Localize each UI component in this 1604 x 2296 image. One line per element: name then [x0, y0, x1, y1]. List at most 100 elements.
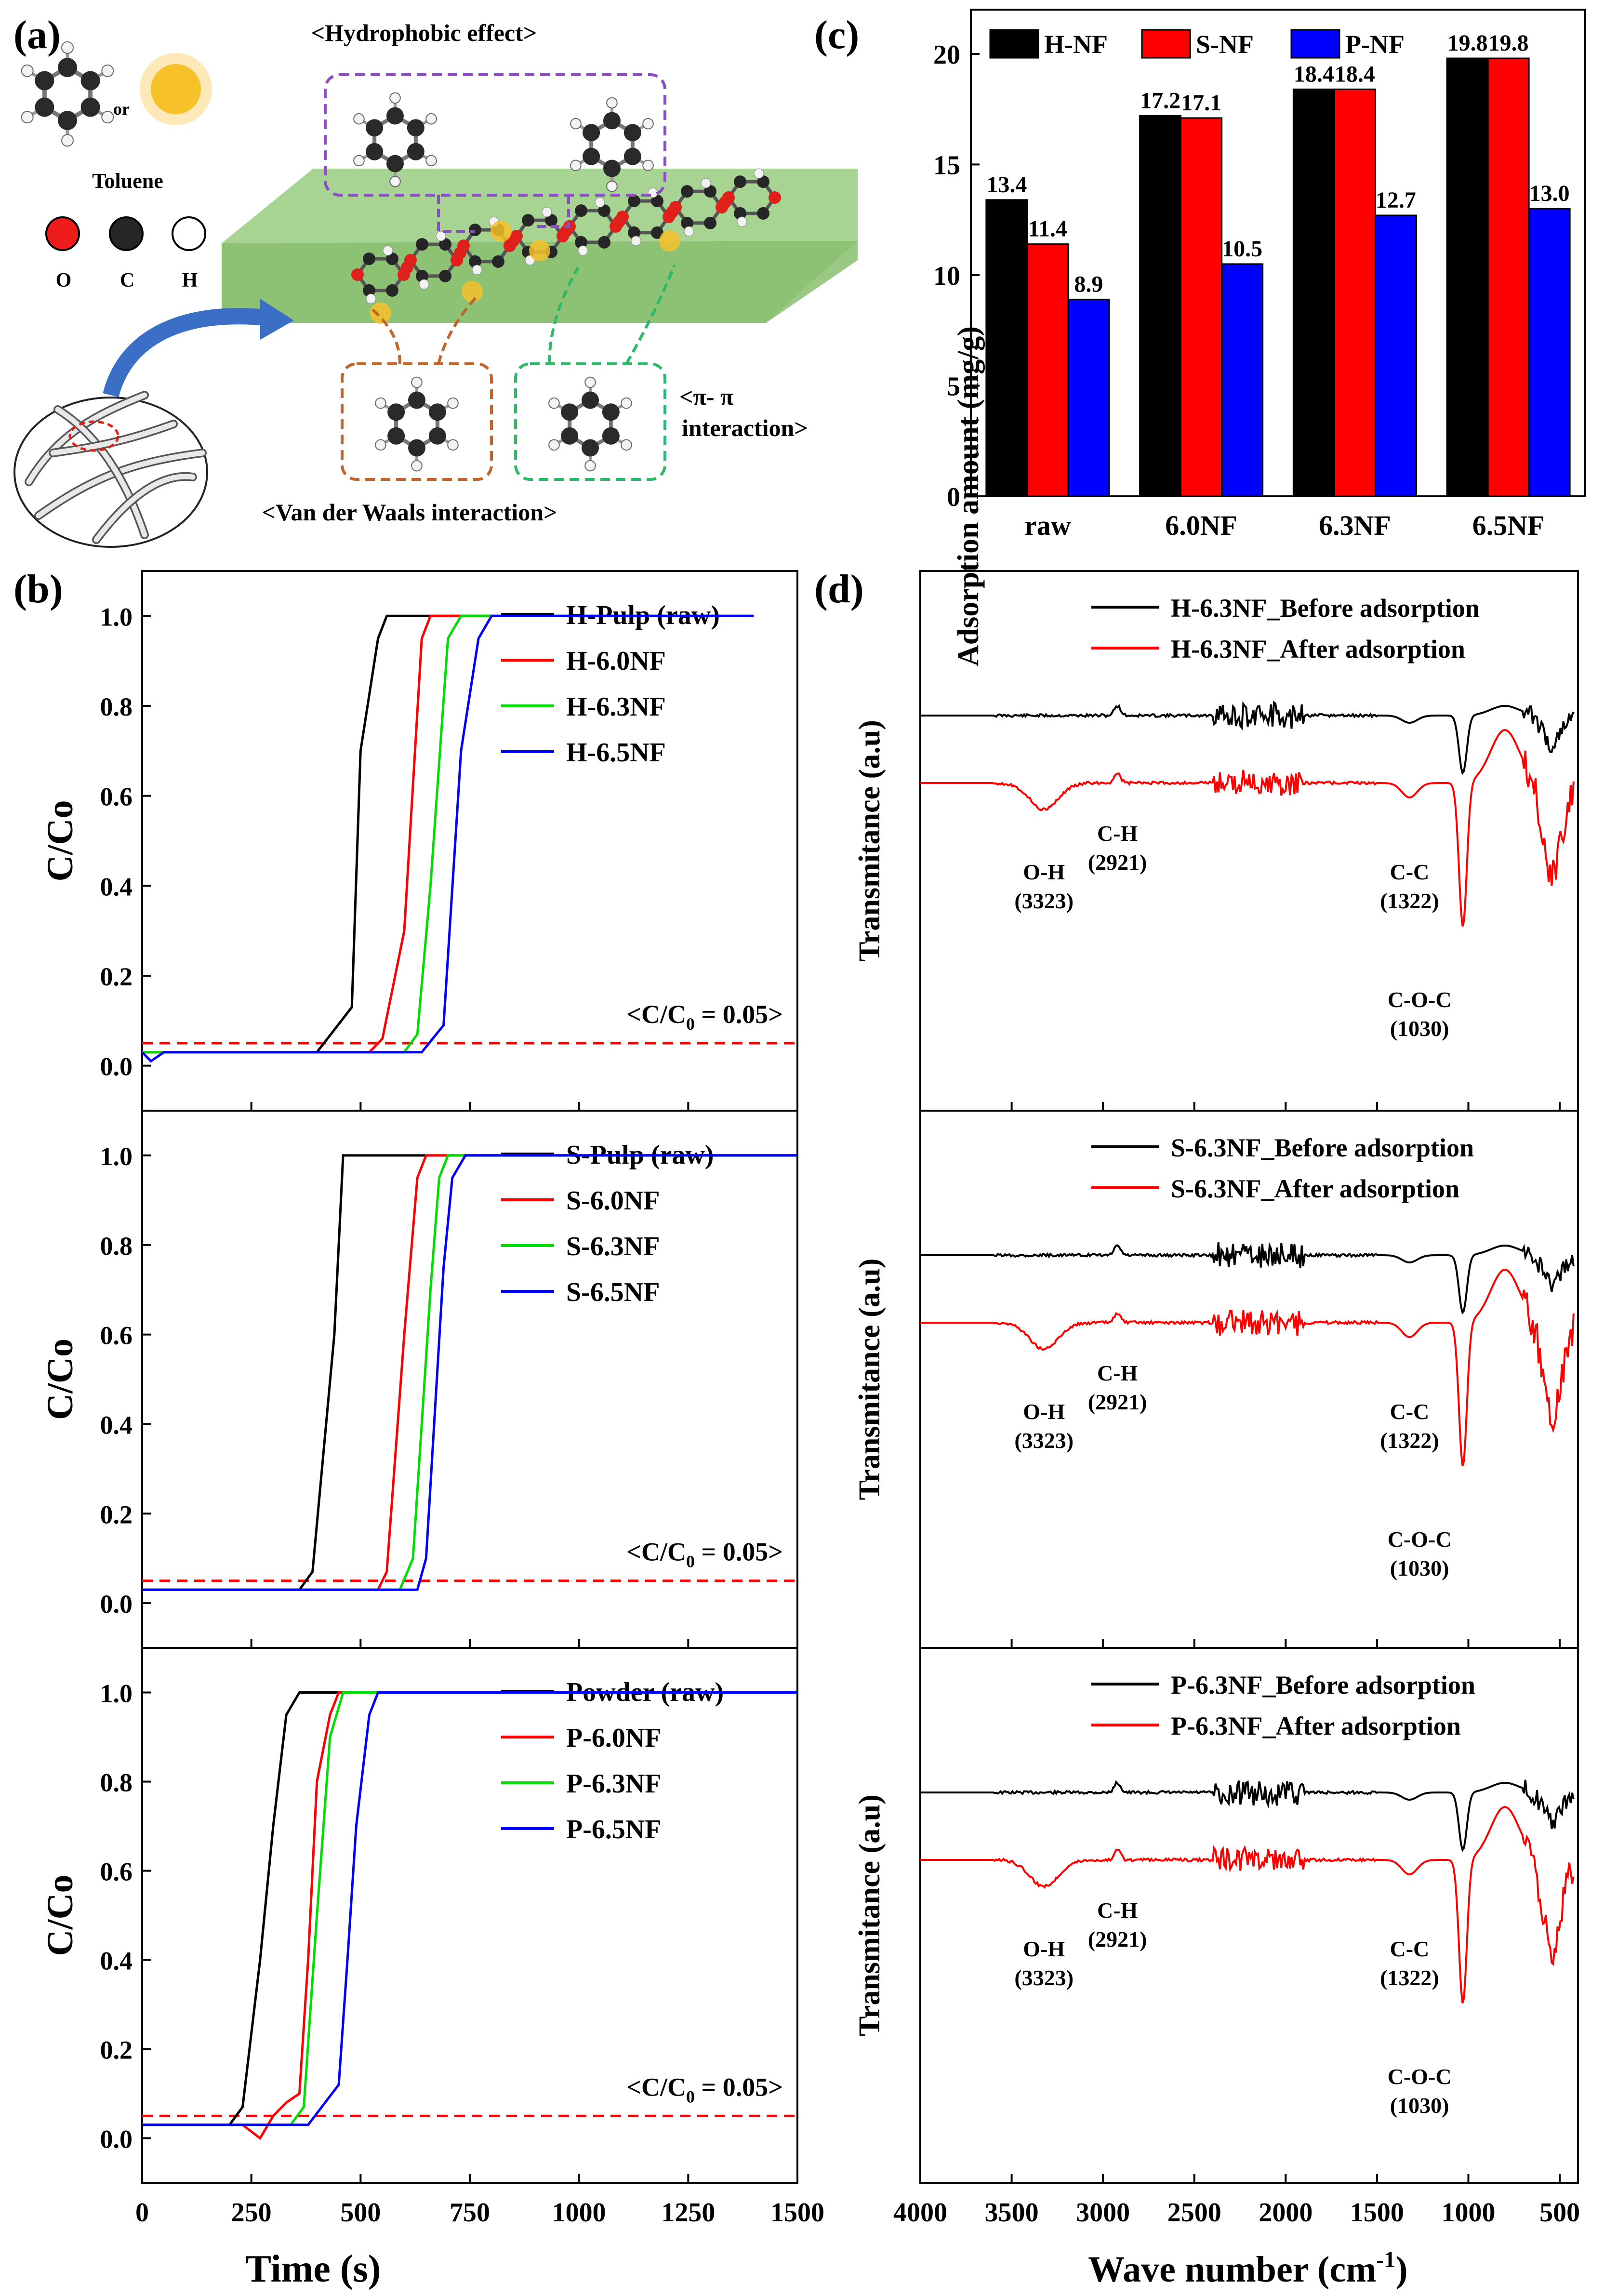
series-line — [142, 1691, 797, 2126]
adsorbed-toluene-dot — [490, 221, 512, 242]
bar-value-label: 12.7 — [1376, 187, 1416, 213]
chain-atom — [469, 224, 481, 237]
carbon-atom — [428, 403, 446, 421]
y-tick-label: 0.8 — [100, 692, 133, 721]
chain-atom — [669, 201, 682, 213]
b-x-axis-title: Time (s) — [246, 2248, 381, 2290]
fiber-network — [25, 391, 207, 544]
carbon-atom-icon — [109, 216, 144, 251]
y-axis-title: C/Co — [40, 1339, 80, 1420]
legend-label: P-NF — [1345, 30, 1405, 59]
y-tick-label: 5 — [947, 372, 960, 401]
peak-group-label: C-O-C — [1388, 1527, 1452, 1552]
zoom-region — [68, 420, 119, 452]
hydrogen-atom — [570, 159, 582, 172]
bar — [985, 199, 1028, 497]
carbon-atom — [603, 159, 621, 177]
sun-icon — [151, 64, 201, 114]
series-line — [142, 1154, 797, 1591]
chain-atom — [439, 238, 451, 251]
breakthrough-panel: 0.00.20.40.60.81.0C/Co<C/C0 = 0.05>H-Pul… — [40, 570, 824, 2228]
legend-label: P-6.3NF — [566, 1769, 662, 1799]
adsorbed-toluene-dot — [529, 240, 550, 261]
threshold-label: <C/C0 = 0.05> — [626, 2072, 783, 2106]
hydrogen-atom — [366, 293, 376, 304]
peak-wavenumber-label: (3323) — [1014, 1428, 1074, 1453]
cellulose-chain — [351, 168, 781, 324]
chain-atom — [404, 254, 417, 266]
y-axis-title: C/Co — [40, 1875, 80, 1956]
x-tick-label: 1000 — [1442, 2198, 1496, 2228]
carbon-atom — [386, 107, 404, 125]
hydrophobic-arrow-left — [437, 195, 475, 233]
carbon-atom — [386, 155, 404, 173]
x-axis-title: Wave number (cm-1) — [1088, 2247, 1407, 2290]
y-tick-label: 1.0 — [100, 1142, 133, 1171]
x-tick-label: 4000 — [893, 2198, 947, 2228]
oxygen-atom-icon — [45, 216, 80, 251]
x-tick-label: 1000 — [552, 2198, 606, 2228]
series-line — [142, 614, 492, 1054]
bar-value-label: 19.8 — [1447, 30, 1488, 56]
bar — [1067, 298, 1110, 497]
zoom-arrow-head-icon — [260, 299, 294, 340]
chain-atom — [545, 214, 557, 227]
hydrogen-atom — [642, 118, 654, 130]
hydrogen-atom — [584, 460, 596, 472]
peak-group-label: C-H — [1097, 1361, 1138, 1385]
y-axis-title: C/Co — [40, 800, 80, 882]
chain-atom — [575, 236, 587, 249]
y-tick-label: 0 — [947, 482, 960, 512]
hydrogen-atom — [472, 265, 482, 275]
pi-arrow-left — [548, 266, 580, 364]
y-tick-label: 0.8 — [100, 1232, 133, 1261]
peak-group-label: C-O-C — [1388, 2064, 1452, 2089]
chain-atom — [681, 216, 693, 229]
peak-wavenumber-label: (2921) — [1088, 850, 1147, 875]
hydrogen-atom — [425, 155, 437, 167]
plot-frame — [141, 1647, 798, 2184]
vdw-arrow-left — [370, 307, 401, 364]
series-line — [142, 1691, 797, 2126]
chain-atom — [716, 201, 728, 213]
spectrum-before — [920, 1242, 1575, 1315]
hydrogen-atom — [447, 397, 459, 409]
carbon-atom — [602, 403, 620, 421]
chain-atom — [757, 175, 769, 188]
bar-value-label: 17.2 — [1140, 88, 1180, 113]
carbon-atom — [35, 97, 54, 117]
carbon-atom — [408, 391, 425, 409]
fiber-strand — [93, 474, 196, 543]
peak-wavenumber-label: (3323) — [1014, 1965, 1074, 1990]
vdw-box — [341, 362, 493, 481]
y-tick-label: 1.0 — [100, 1679, 133, 1708]
legend-label: P-6.0NF — [566, 1723, 662, 1753]
schematic-panel: <Hydrophobic effect> or Toluene O C H — [13, 19, 858, 548]
y-tick-label: 20 — [933, 40, 960, 70]
bar-value-label: 19.8 — [1488, 30, 1529, 56]
hydrogen-atom — [411, 376, 423, 388]
series-line — [142, 614, 754, 1054]
chain-atom — [734, 207, 746, 220]
hydrogen-atom — [606, 180, 618, 192]
y-tick-label: 10 — [933, 261, 960, 291]
y-axis-title: Transmitance (a.u) — [853, 720, 886, 962]
bar — [1180, 117, 1223, 497]
chain-atom — [628, 226, 640, 239]
carbon-atom — [603, 112, 621, 130]
chain-atom — [469, 255, 481, 268]
plot-frame — [141, 1110, 798, 1649]
bar-value-label: 10.5 — [1222, 236, 1262, 262]
legend-swatch — [1290, 29, 1340, 59]
panel-label-a: (a) — [13, 13, 61, 57]
x-tick-label: 1500 — [1350, 2198, 1404, 2228]
carbon-atom — [80, 97, 100, 117]
legend-label: H-6.0NF — [566, 646, 666, 676]
chain-atom — [457, 239, 470, 252]
carbon-atom — [582, 391, 599, 409]
peak-wavenumber-label: (1030) — [1390, 2093, 1449, 2118]
peak-wavenumber-label: (2921) — [1088, 1390, 1147, 1414]
bar — [1374, 214, 1417, 497]
bar — [1333, 88, 1376, 497]
